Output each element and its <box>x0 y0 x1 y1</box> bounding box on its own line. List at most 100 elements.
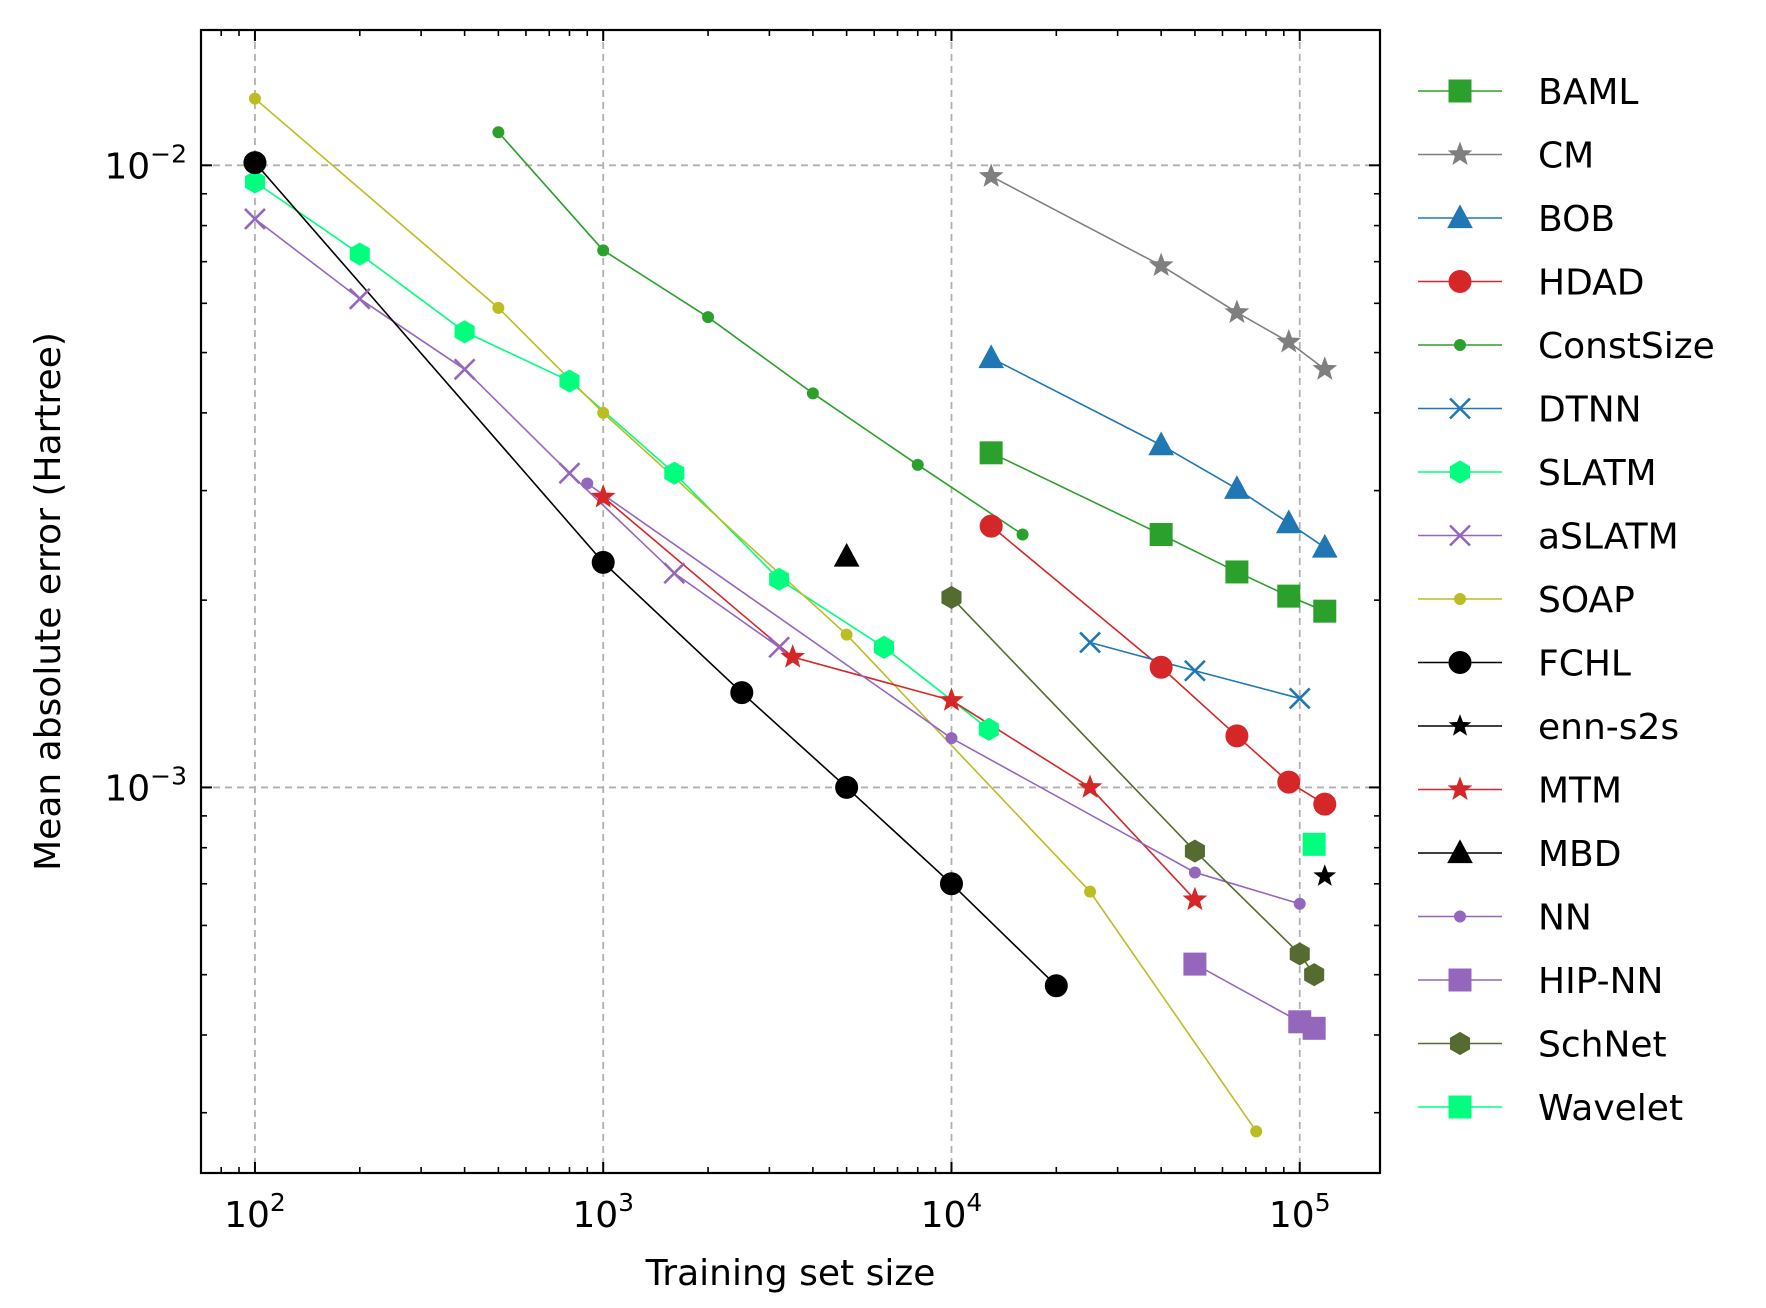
data-point-aslatm <box>453 358 476 381</box>
legend-item-soap: SOAP <box>1418 580 1635 621</box>
data-point-slatm <box>769 567 790 591</box>
series-line-nn <box>586 482 1300 905</box>
legend-label-bob: BOB <box>1538 199 1615 240</box>
legend-item-nn: NN <box>1418 898 1592 939</box>
legend-item-dtnn: DTNN <box>1418 390 1642 431</box>
legend-item-hip-nn: HIP-NN <box>1418 961 1663 1002</box>
legend-marker-slatm <box>1449 460 1471 484</box>
y-tick-label: 10−3 <box>104 761 187 809</box>
data-point-soap <box>1250 1125 1263 1138</box>
data-point-cm <box>1148 252 1174 277</box>
data-point-mtm <box>1182 886 1208 911</box>
data-point-soap <box>1084 885 1097 898</box>
series-line-schnet <box>950 596 1315 976</box>
series-line-aslatm <box>254 218 780 648</box>
data-point-hdad <box>979 514 1003 538</box>
x-tick-label: 102 <box>224 1188 286 1236</box>
x-tick-label: 104 <box>921 1188 983 1236</box>
data-point-slatm <box>349 242 370 266</box>
y-tick-base: 10 <box>104 768 150 809</box>
series-line-slatm <box>254 181 990 730</box>
legend-item-schnet: SchNet <box>1418 1025 1667 1066</box>
data-point-bob <box>978 344 1004 369</box>
legend-item-mtm: MTM <box>1418 771 1622 812</box>
grid <box>201 30 1380 1173</box>
data-point-mtm <box>1077 774 1103 798</box>
data-point-constsize <box>702 311 715 324</box>
data-point-mtm <box>590 483 616 508</box>
data-point-baml <box>1277 584 1301 608</box>
data-point-hdad <box>1277 770 1301 794</box>
x-tick-base: 10 <box>572 1195 618 1236</box>
data-point-baml <box>1313 599 1337 623</box>
legend-marker-bob <box>1447 204 1473 229</box>
x-tick-exponent: 2 <box>270 1188 286 1217</box>
legend-item-fchl: FCHL <box>1418 644 1631 685</box>
data-point-schnet <box>1184 839 1205 863</box>
data-point-baml <box>979 441 1003 465</box>
data-point-hdad <box>1225 724 1249 748</box>
legend-marker-mtm <box>1447 776 1473 800</box>
legend-label-hip-nn: HIP-NN <box>1538 961 1663 1002</box>
data-point-mtm <box>939 687 964 711</box>
legend-marker-hdad <box>1448 270 1472 293</box>
data-point-constsize <box>1016 528 1029 541</box>
data-point-aslatm <box>558 462 581 485</box>
series-line-fchl <box>254 162 1057 987</box>
x-tick-label: 103 <box>572 1188 634 1236</box>
x-tick-base: 10 <box>921 1195 967 1236</box>
data-point-cm <box>978 163 1004 187</box>
data-point-cm <box>1276 329 1302 353</box>
data-point-nn <box>1293 897 1306 910</box>
data-point-slatm <box>873 635 894 659</box>
data-point-constsize <box>806 387 819 400</box>
data-point-dtnn <box>1288 687 1311 710</box>
data-point-nn <box>581 477 594 490</box>
legend-marker-mbd <box>1447 839 1473 864</box>
legend-item-baml: BAML <box>1418 72 1638 113</box>
legend-item-aslatm: aSLATM <box>1418 517 1679 558</box>
y-tick-exponent: −2 <box>150 139 187 168</box>
legend-marker-nn <box>1454 910 1466 923</box>
data-point-fchl <box>730 681 754 705</box>
data-point-fchl <box>939 872 963 896</box>
y-axis-title: Mean absolute error (Hartree) <box>28 332 69 871</box>
y-tick-base: 10 <box>104 146 150 187</box>
legend-label-aslatm: aSLATM <box>1538 517 1679 558</box>
legend-label-dtnn: DTNN <box>1538 390 1642 431</box>
legend-label-schnet: SchNet <box>1538 1025 1667 1066</box>
legend-label-fchl: FCHL <box>1538 644 1631 685</box>
data-point-bob <box>1311 533 1338 558</box>
legend-marker-cm <box>1447 141 1473 165</box>
legend-marker-constsize <box>1454 339 1466 351</box>
data-point-soap <box>248 92 261 105</box>
legend-marker-baml <box>1448 79 1472 103</box>
data-point-aslatm <box>244 207 266 230</box>
legend-label-cm: CM <box>1538 136 1594 177</box>
legend-marker-hip-nn <box>1448 968 1472 992</box>
data-point-hdad <box>1313 792 1337 816</box>
x-tick-base: 10 <box>224 1195 270 1236</box>
legend-item-bob: BOB <box>1418 199 1615 240</box>
legend-item-cm: CM <box>1418 136 1594 177</box>
legend-item-hdad: HDAD <box>1418 263 1645 304</box>
legend-item-enn-s2s: enn-s2s <box>1418 707 1679 748</box>
data-point-fchl <box>835 775 859 799</box>
data-point-slatm <box>244 170 265 194</box>
data-point-bob <box>1148 431 1174 456</box>
x-tick-exponent: 3 <box>618 1188 634 1217</box>
legend-label-mbd: MBD <box>1538 834 1621 875</box>
data-point-slatm <box>978 717 999 741</box>
y-tick-exponent: −3 <box>150 761 187 790</box>
data-point-cm <box>1224 299 1250 323</box>
legend-label-mtm: MTM <box>1538 771 1622 812</box>
data-point-constsize <box>597 244 610 257</box>
data-point-nn <box>945 732 958 745</box>
x-tick-exponent: 5 <box>1315 1188 1331 1217</box>
data-point-slatm <box>664 461 685 485</box>
data-point-fchl <box>1044 974 1068 998</box>
data-point-slatm <box>559 369 580 393</box>
data-point-aslatm <box>348 287 371 310</box>
series-markers <box>243 92 1338 1138</box>
